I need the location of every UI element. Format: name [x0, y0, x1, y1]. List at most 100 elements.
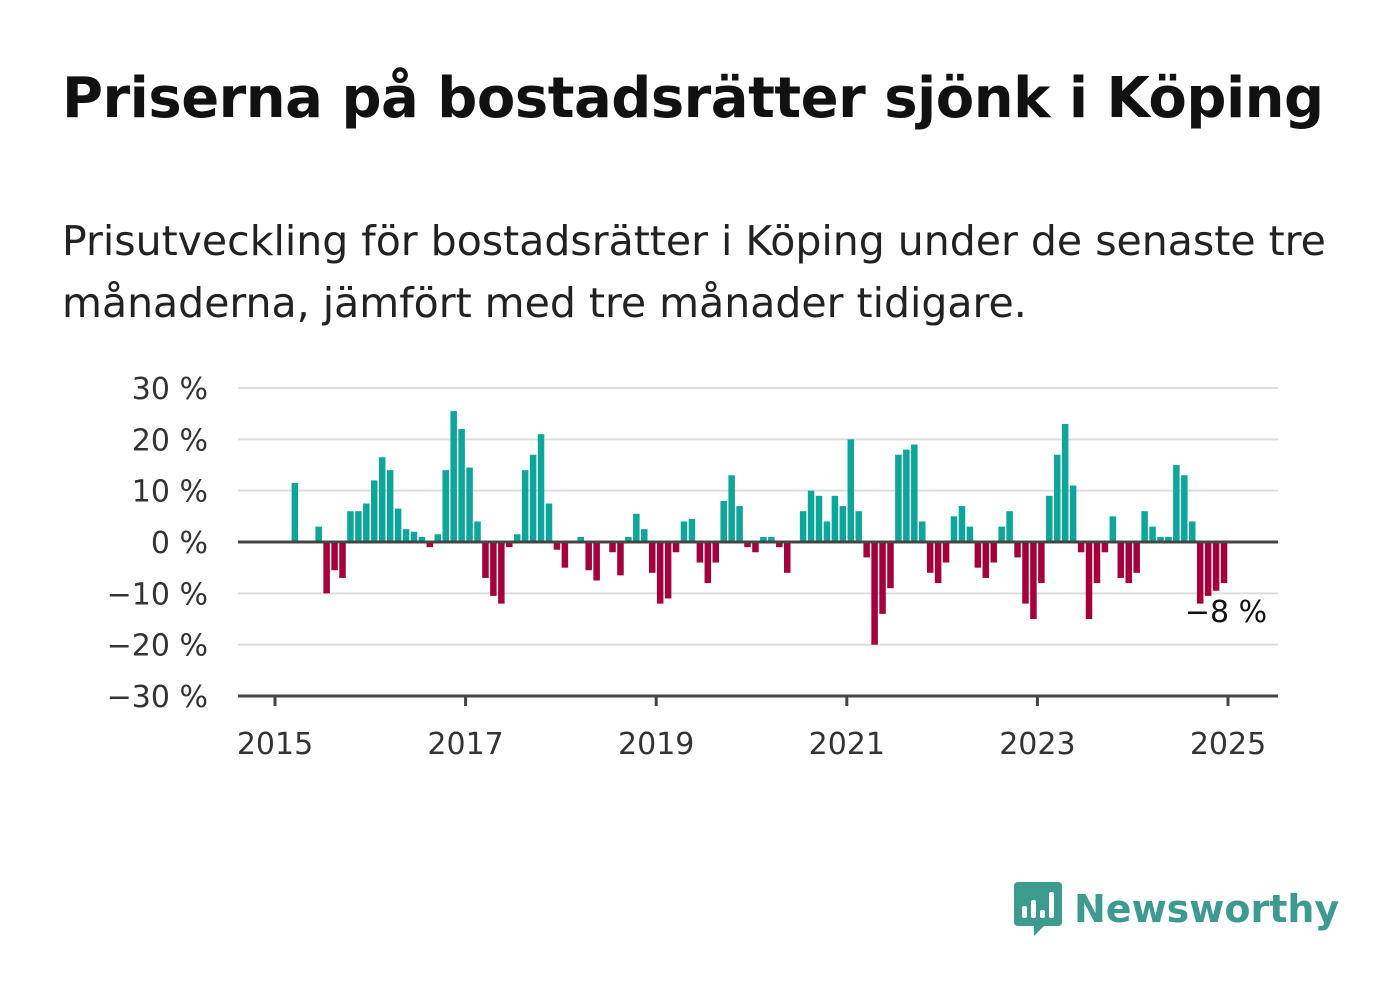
- y-tick-label: −20 %: [107, 629, 208, 664]
- bar: [863, 542, 870, 558]
- bar: [386, 470, 394, 542]
- y-tick-label: 0 %: [151, 526, 208, 561]
- bar: [331, 542, 338, 571]
- bar: [458, 429, 465, 542]
- bar: [942, 542, 950, 563]
- bar: [1022, 542, 1029, 604]
- bar: [720, 500, 727, 542]
- bar: [903, 449, 910, 542]
- bar: [1053, 454, 1061, 542]
- bar: [998, 526, 1005, 542]
- bar: [1061, 423, 1069, 542]
- chart-speech-bubble-icon: [1014, 882, 1062, 936]
- bar: [315, 526, 322, 542]
- bar: [466, 467, 473, 542]
- bar: [696, 542, 704, 563]
- bar: [752, 542, 759, 553]
- x-tick-label: 2023: [999, 727, 1075, 762]
- bar: [490, 542, 497, 596]
- bar: [1181, 475, 1188, 542]
- bar: [1141, 511, 1148, 542]
- brand-logo: Newsworthy: [1012, 880, 1339, 938]
- bar: [871, 542, 878, 645]
- bar: [418, 536, 426, 542]
- x-tick-label: 2017: [427, 727, 503, 762]
- bar: [378, 457, 386, 542]
- bar: [371, 480, 378, 542]
- bar: [760, 536, 767, 542]
- last-value-label: −8 %: [1185, 595, 1267, 630]
- bar: [926, 542, 934, 573]
- x-axis-ticks: 2015 2017 2019 2021 2023 2025: [237, 696, 1266, 762]
- bar: [839, 506, 847, 542]
- bar: [847, 439, 855, 542]
- bar: [1117, 542, 1125, 578]
- chart-title: Priserna på bostadsrätter sjönk i Köping: [62, 66, 1324, 131]
- bar: [1149, 526, 1156, 542]
- bar: [776, 542, 783, 548]
- y-axis-ticks: 30 % 20 % 10 % 0 % −10 % −20 % −30 %: [107, 372, 208, 715]
- bar: [577, 536, 585, 542]
- y-tick-label: 10 %: [132, 475, 208, 510]
- bar: [648, 542, 656, 573]
- bar: [831, 495, 839, 542]
- bar: [823, 521, 831, 542]
- y-tick-label: −30 %: [107, 680, 208, 715]
- bar: [641, 529, 648, 542]
- bar: [482, 542, 489, 578]
- bar: [553, 542, 561, 550]
- bar: [672, 542, 680, 553]
- x-tick-label: 2021: [809, 727, 885, 762]
- bar: [1030, 542, 1037, 619]
- bar: [879, 542, 886, 614]
- bar: [982, 542, 990, 578]
- bar: [1046, 495, 1053, 542]
- bar: [1220, 542, 1228, 584]
- bar: [934, 542, 942, 584]
- bar: [815, 495, 823, 542]
- bar: [474, 521, 481, 542]
- bar: [450, 411, 457, 542]
- bar: [744, 542, 751, 548]
- bar: [656, 542, 664, 604]
- bar: [291, 482, 299, 542]
- bar: [1204, 542, 1212, 596]
- bar: [434, 534, 442, 542]
- bar: [911, 444, 918, 542]
- bar: [537, 434, 545, 542]
- bar: [442, 470, 450, 542]
- bar: [529, 454, 537, 542]
- bar: [402, 529, 410, 542]
- bar: [1173, 465, 1180, 542]
- bar: [545, 503, 553, 542]
- bar: [1196, 542, 1204, 604]
- bar: [633, 513, 640, 542]
- bar: [783, 542, 791, 573]
- bar: [807, 490, 815, 542]
- bar: [1101, 542, 1109, 553]
- bar: [728, 475, 735, 542]
- y-tick-label: 30 %: [132, 372, 208, 407]
- bar: [1125, 542, 1132, 584]
- bar: [609, 542, 616, 553]
- bar: [593, 542, 600, 581]
- bar: [1093, 542, 1101, 584]
- bar: [712, 542, 720, 563]
- bar: [363, 503, 370, 542]
- gridlines: [238, 387, 1278, 646]
- bar: [680, 521, 688, 542]
- bar: [506, 542, 513, 548]
- x-tick-label: 2015: [237, 727, 313, 762]
- bar: [513, 534, 521, 542]
- bar: [561, 542, 569, 568]
- bar: [323, 542, 330, 594]
- bars: [291, 411, 1228, 645]
- bar: [1212, 542, 1220, 591]
- bar: [347, 511, 354, 542]
- bar: [410, 531, 418, 542]
- bar: [950, 516, 958, 542]
- bar: [918, 521, 926, 542]
- chart-subtitle: Prisutveckling för bostadsrätter i Köpin…: [62, 217, 1326, 327]
- x-tick-label: 2019: [618, 727, 694, 762]
